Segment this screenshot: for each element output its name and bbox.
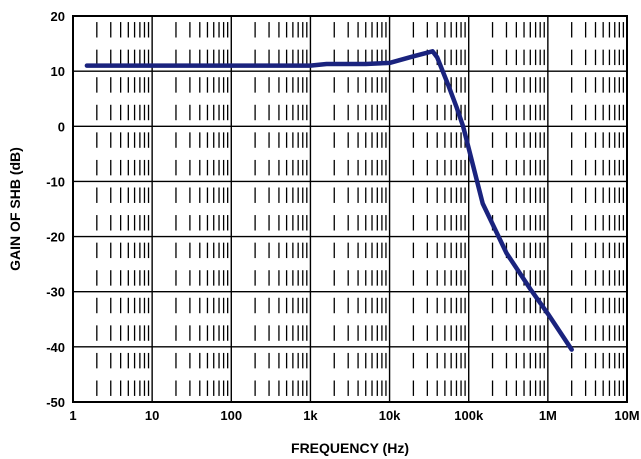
x-tick-label: 10M xyxy=(614,408,639,423)
series-line-0 xyxy=(84,49,574,352)
y-axis-title: GAIN OF SHB (dB) xyxy=(7,147,23,271)
y-tick-label: -30 xyxy=(46,285,65,300)
series-layer xyxy=(84,49,574,352)
y-tick-label: 10 xyxy=(51,64,65,79)
x-tick-label: 100k xyxy=(454,408,484,423)
y-tick-label: -10 xyxy=(46,174,65,189)
y-tick-label: -20 xyxy=(46,230,65,245)
x-tick-label: 10 xyxy=(145,408,159,423)
grid xyxy=(72,15,628,403)
x-tick-label: 100 xyxy=(220,408,242,423)
minor-ticks xyxy=(96,22,625,396)
y-tick-label: 20 xyxy=(51,9,65,24)
x-tick-label: 1 xyxy=(69,408,76,423)
x-tick-label: 1M xyxy=(539,408,557,423)
y-tick-label: -40 xyxy=(46,340,65,355)
x-axis-title: FREQUENCY (Hz) xyxy=(291,440,409,456)
x-tick-label: 1k xyxy=(303,408,318,423)
y-tick-label: -50 xyxy=(46,395,65,410)
y-tick-label: 0 xyxy=(58,119,65,134)
plot-frame xyxy=(72,15,628,403)
x-tick-label: 10k xyxy=(379,408,401,423)
x-tick-labels: 1 10 100 1k 10k 100k 1M 10M xyxy=(69,408,639,423)
y-tick-labels: 20 10 0 -10 -20 -30 -40 -50 xyxy=(46,9,65,410)
